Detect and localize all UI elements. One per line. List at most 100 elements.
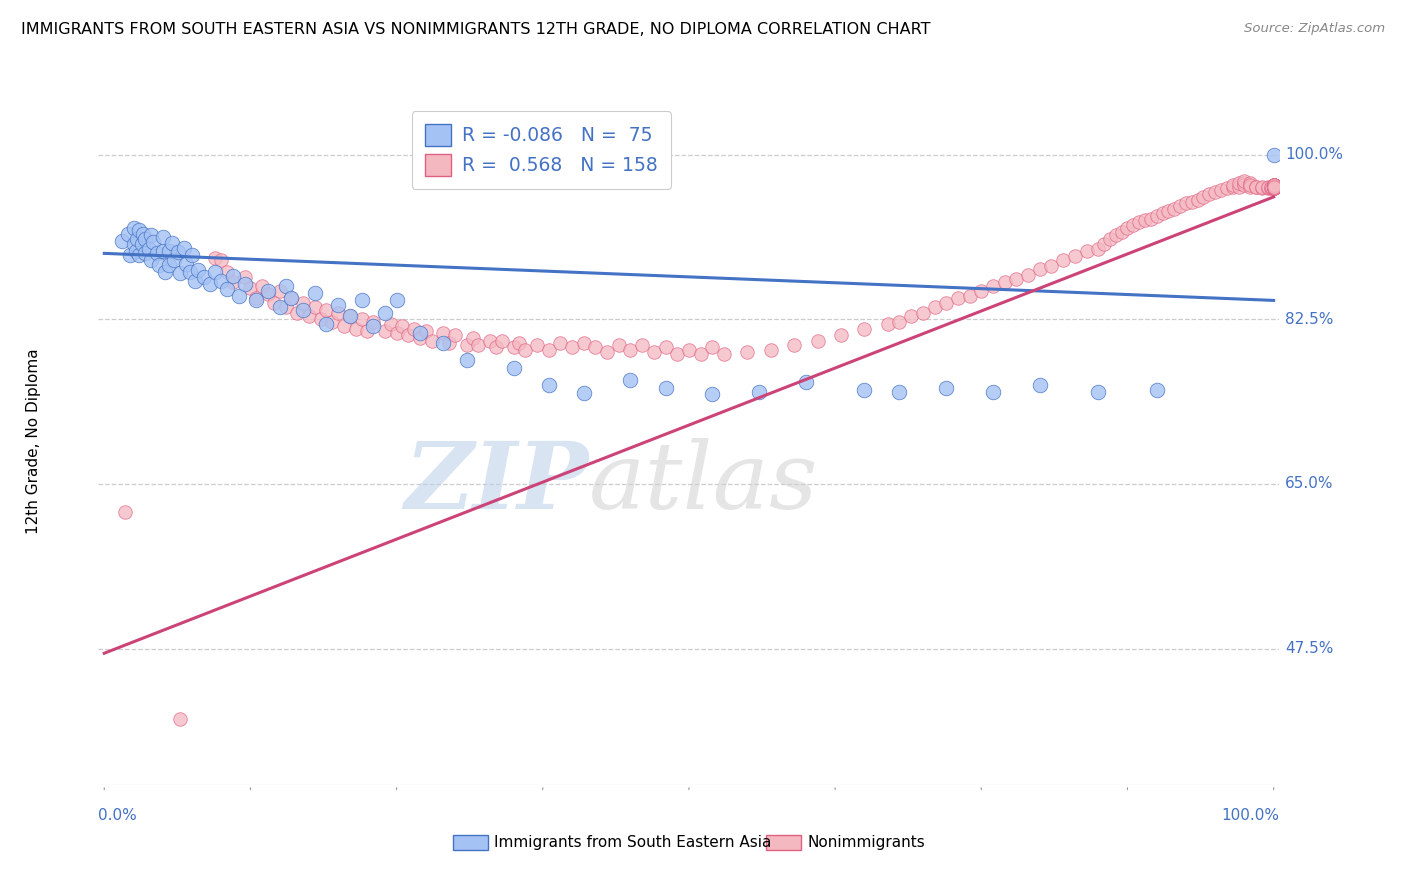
Point <box>204 265 226 279</box>
Point <box>1076 244 1098 258</box>
Point <box>526 337 548 351</box>
Point <box>250 279 273 293</box>
FancyBboxPatch shape <box>766 835 801 850</box>
Point <box>619 373 641 387</box>
Point <box>167 245 190 260</box>
Point <box>456 352 478 367</box>
Point <box>385 293 408 308</box>
Point <box>1227 179 1250 194</box>
Point <box>1263 178 1285 192</box>
Point <box>409 326 432 341</box>
Point <box>139 227 162 242</box>
Point <box>1263 179 1285 194</box>
Point <box>1263 179 1285 194</box>
FancyBboxPatch shape <box>453 835 488 850</box>
Point <box>1087 384 1109 399</box>
Point <box>900 310 922 324</box>
Point <box>280 291 302 305</box>
Point <box>321 315 343 329</box>
Point <box>737 345 759 359</box>
Point <box>1105 227 1128 242</box>
Point <box>456 337 478 351</box>
Point <box>1233 176 1256 190</box>
Point <box>508 335 530 350</box>
Point <box>269 284 291 298</box>
Point <box>1052 252 1074 267</box>
Point <box>1263 178 1285 192</box>
Point <box>432 326 454 341</box>
Point <box>959 289 981 303</box>
Point <box>415 325 437 339</box>
Point <box>380 317 402 331</box>
Point <box>1063 249 1085 263</box>
Point <box>292 302 315 317</box>
Point <box>118 248 141 262</box>
Point <box>142 235 165 249</box>
Point <box>1092 236 1115 251</box>
Point <box>361 315 384 329</box>
Point <box>125 244 148 259</box>
Point <box>344 321 367 335</box>
Point <box>935 296 957 310</box>
Point <box>994 275 1017 289</box>
Point <box>702 341 724 355</box>
Point <box>122 236 145 251</box>
Point <box>1263 178 1285 192</box>
Text: 100.0%: 100.0% <box>1285 147 1343 162</box>
Point <box>1128 215 1150 229</box>
Point <box>1251 181 1274 195</box>
Point <box>1263 179 1285 194</box>
Point <box>132 227 155 241</box>
Point <box>1263 179 1285 194</box>
Point <box>678 343 700 358</box>
Point <box>1146 209 1168 223</box>
Point <box>1263 178 1285 192</box>
Point <box>432 335 454 350</box>
Point <box>830 328 852 343</box>
Point <box>853 383 876 397</box>
Point <box>1239 179 1261 194</box>
Point <box>1029 378 1052 392</box>
Point <box>1198 187 1220 202</box>
Point <box>1174 196 1197 211</box>
Point <box>1216 181 1239 195</box>
Point <box>981 384 1004 399</box>
Point <box>374 305 396 319</box>
Point <box>1029 262 1052 277</box>
Point <box>333 318 356 333</box>
Point <box>889 315 911 329</box>
Point <box>1263 179 1285 194</box>
Point <box>439 335 461 350</box>
Point <box>689 347 711 361</box>
Point <box>1017 268 1039 282</box>
Point <box>184 274 207 288</box>
Point <box>1227 176 1250 190</box>
Point <box>209 252 232 267</box>
Point <box>1263 179 1285 194</box>
Point <box>117 227 139 241</box>
Point <box>654 341 676 355</box>
Point <box>134 232 156 246</box>
Point <box>239 281 262 295</box>
Point <box>285 305 308 319</box>
Point <box>153 265 176 279</box>
Point <box>1257 181 1279 195</box>
Point <box>537 378 560 392</box>
Point <box>607 337 630 351</box>
Point <box>970 284 993 298</box>
Point <box>257 286 280 301</box>
Point <box>263 296 285 310</box>
Point <box>138 242 160 256</box>
Point <box>1222 179 1244 194</box>
Point <box>222 275 245 289</box>
Point <box>339 310 361 324</box>
Point <box>924 300 946 314</box>
Point <box>131 236 153 251</box>
Point <box>404 321 426 335</box>
Point <box>783 337 806 351</box>
Point <box>245 293 267 308</box>
Point <box>181 248 204 262</box>
Point <box>572 335 595 350</box>
Point <box>1005 272 1028 286</box>
Point <box>1263 181 1285 195</box>
